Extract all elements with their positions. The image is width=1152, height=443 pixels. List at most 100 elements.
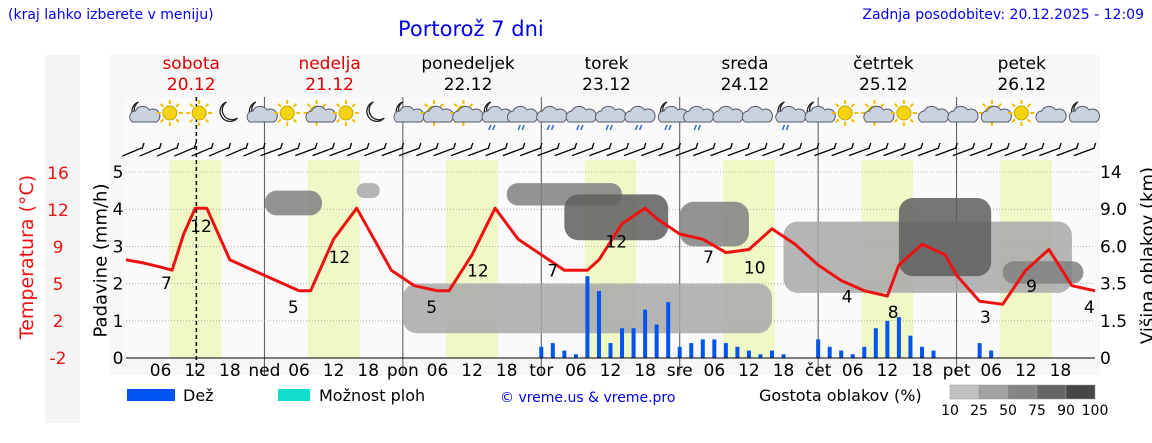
day-name: četrtek [853, 54, 914, 74]
cloud-shape [863, 105, 895, 123]
storm-legend-label: Možnost ploh [319, 386, 425, 405]
density-legend-tick: 10 [941, 403, 959, 419]
wind-barb-tick [989, 142, 993, 150]
cloud-layer [679, 201, 749, 247]
sun-ray [292, 118, 298, 123]
day-name: petek [998, 54, 1046, 74]
sun-icon [832, 100, 859, 126]
temperature-label: 12 [605, 233, 627, 253]
wind-barb-tick [1023, 142, 1028, 150]
wind-barb [295, 147, 316, 157]
wind-barb-tick [608, 142, 612, 150]
sun-ray [1011, 103, 1016, 108]
sun-ray [982, 103, 987, 108]
temperature-label: 4 [1084, 298, 1095, 318]
wind-barb-tick [660, 142, 664, 150]
page-title: Portorož 7 dni [398, 17, 544, 41]
moon-shape [366, 101, 385, 122]
cloud-icon [947, 105, 979, 123]
sun-ray [864, 103, 869, 108]
cloud-shape [804, 105, 836, 123]
sun-ray [351, 118, 356, 123]
sun-cloud-icon [450, 100, 484, 126]
sun-ray [909, 118, 914, 123]
rain-bar [781, 354, 786, 358]
x-tick: 12 [600, 361, 622, 381]
sun-ray [322, 103, 327, 108]
wind-barb-tick [1093, 142, 1097, 150]
density-legend-label: Gostota oblakov (%) [759, 386, 922, 405]
sun-ray [893, 118, 899, 123]
sun-ray [424, 103, 429, 108]
x-tick: 18 [219, 361, 241, 381]
wind-barb-tick [158, 142, 162, 150]
wind-barb [277, 147, 298, 157]
moon-icon [366, 101, 385, 122]
rain-cloud-icon [506, 105, 539, 131]
sun-disc [837, 105, 853, 121]
rain-bar [550, 343, 555, 358]
day-name: torek [585, 54, 629, 74]
x-tick: ned [248, 361, 280, 381]
temperature-label: 7 [161, 274, 172, 294]
wind-barb-tick [227, 142, 232, 150]
sun-disc [191, 105, 207, 121]
precipitation-tick: 3 [113, 237, 124, 257]
wind-barb [1021, 147, 1042, 157]
wind-barb [952, 147, 973, 157]
wind-barb [866, 147, 887, 157]
wind-barb-tick [314, 142, 318, 150]
sun-ray [204, 103, 210, 108]
cloud-shape [246, 105, 278, 123]
x-tick: 18 [357, 361, 379, 381]
wind-barb-tick [902, 142, 906, 150]
moon-cloud-icon [1068, 101, 1100, 123]
sun-disc [1013, 105, 1029, 121]
rain-drop [521, 124, 525, 131]
wind-barb-tick [573, 142, 578, 150]
wind-barb-tick [954, 142, 958, 150]
wind-barb [554, 147, 575, 157]
rain-drop [697, 124, 702, 131]
sun-ray [893, 103, 899, 108]
wind-barb [710, 147, 731, 157]
temperature-line [125, 206, 1096, 306]
precipitation-axis-title: Padavine (mm/h) [90, 183, 112, 338]
cloud-height-tick: 14 [1100, 163, 1122, 183]
location-hint[interactable]: (kraj lahko izberete v meniju) [8, 7, 214, 23]
day-name: sreda [721, 54, 768, 74]
rain-drop [609, 124, 613, 131]
sun-icon [890, 100, 917, 126]
wind-barb [433, 147, 454, 157]
rain-bar [608, 343, 613, 358]
wind-barb [1004, 147, 1025, 157]
x-tick: 12 [323, 361, 345, 381]
cloud-height-axis-title: Višina oblakov (km) [1137, 166, 1152, 345]
cloud-shape [741, 105, 773, 123]
rain-bar [689, 343, 694, 358]
precipitation-tick: 5 [113, 163, 124, 183]
temperature-tick: 16 [47, 164, 69, 184]
wind-barb [468, 147, 489, 157]
cloud-layer [264, 190, 323, 216]
rain-bar [931, 350, 936, 358]
cloud-icon [1035, 105, 1067, 123]
rain-bar [539, 346, 544, 358]
temperature-label: 12 [467, 262, 489, 282]
rain-bar [712, 339, 717, 358]
rain-drop [492, 124, 496, 131]
sun-ray [189, 118, 194, 123]
sun-ray [850, 118, 856, 123]
temperature-label: 5 [288, 298, 299, 318]
wind-barb-tick [210, 142, 214, 150]
density-legend-tick: 25 [970, 403, 988, 419]
x-tick: čet [805, 361, 832, 381]
x-tick: 06 [704, 361, 726, 381]
sun-ray [1011, 118, 1016, 123]
sun-ray [835, 103, 840, 108]
temperature-label: 7 [703, 248, 714, 268]
rain-bar [585, 276, 590, 358]
rain-bar [746, 350, 751, 358]
x-tick: 18 [496, 361, 518, 381]
wind-barb [381, 147, 402, 157]
